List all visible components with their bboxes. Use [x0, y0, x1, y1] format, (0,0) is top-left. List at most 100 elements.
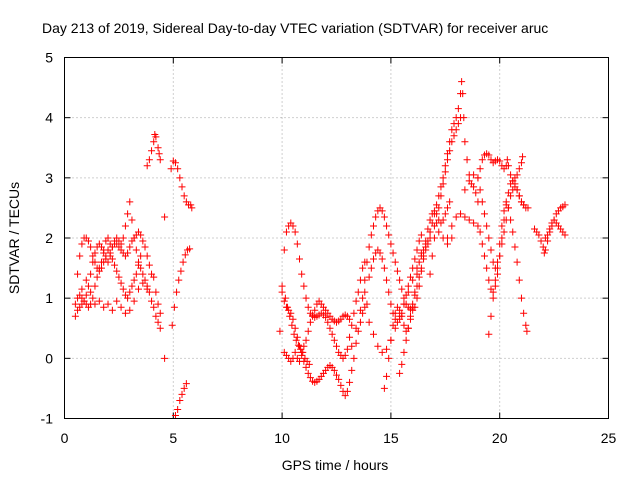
data-point [443, 234, 451, 242]
data-point [333, 371, 340, 379]
data-point [330, 336, 338, 344]
data-point [84, 282, 92, 290]
data-point [333, 342, 340, 350]
data-point [491, 282, 499, 290]
data-point [498, 234, 506, 242]
data-point [513, 171, 521, 179]
data-point [361, 288, 369, 296]
data-point [387, 240, 395, 248]
data-point [535, 231, 543, 239]
data-point [305, 360, 313, 368]
data-point [496, 252, 504, 260]
data-point [132, 270, 140, 278]
data-point [97, 243, 105, 251]
data-point [483, 222, 491, 230]
data-point [476, 165, 484, 173]
data-point [380, 213, 388, 221]
data-point [474, 174, 482, 182]
data-point [134, 261, 142, 269]
data-point [520, 309, 528, 317]
data-point [293, 240, 301, 248]
data-point [289, 222, 297, 230]
data-point [489, 288, 497, 296]
data-point [426, 270, 434, 278]
data-point [513, 186, 521, 194]
data-point [171, 411, 179, 419]
data-point [115, 273, 123, 281]
data-point [330, 366, 338, 374]
data-point [306, 374, 314, 382]
data-point [446, 198, 454, 206]
data-point [322, 313, 330, 321]
data-point [428, 252, 436, 260]
data-point [380, 384, 388, 392]
data-point [299, 348, 307, 356]
data-point [517, 159, 525, 167]
data-point [128, 216, 136, 224]
series-s13 [281, 294, 313, 368]
data-point [356, 318, 364, 326]
series-s25 [541, 216, 569, 242]
data-point [441, 168, 449, 176]
data-point [180, 192, 188, 200]
data-point [152, 312, 160, 320]
data-point [292, 336, 300, 344]
data-point [290, 330, 298, 338]
data-point [287, 309, 295, 317]
data-point [188, 204, 196, 212]
data-point [404, 282, 412, 290]
data-point [291, 324, 299, 332]
data-point [143, 162, 151, 170]
data-point [378, 255, 386, 263]
data-point [95, 297, 103, 305]
data-point [71, 300, 79, 308]
data-point [346, 333, 354, 341]
data-point [154, 300, 162, 308]
data-point [546, 225, 554, 233]
data-point [443, 204, 451, 212]
data-point [509, 228, 517, 236]
data-point [350, 309, 358, 317]
x-tick-label: 5 [169, 430, 177, 446]
data-point [82, 276, 90, 284]
data-point [448, 138, 456, 146]
data-point [385, 354, 393, 362]
data-point [152, 133, 160, 141]
data-point [487, 246, 495, 254]
x-tick-label: 15 [383, 430, 399, 446]
data-point [326, 324, 334, 332]
data-point [352, 297, 360, 305]
data-point [400, 348, 408, 356]
data-point [503, 156, 511, 164]
data-point [294, 341, 302, 349]
data-point [383, 345, 391, 353]
data-point [465, 177, 473, 185]
data-point [171, 159, 179, 167]
data-point [485, 151, 493, 159]
data-point [494, 258, 502, 266]
data-point [341, 392, 349, 400]
data-point [485, 276, 493, 284]
data-point [504, 162, 512, 170]
data-point [137, 252, 145, 260]
data-point [175, 276, 183, 284]
data-point [424, 237, 432, 245]
data-point [361, 276, 369, 284]
data-point [126, 288, 134, 296]
data-point [374, 342, 382, 350]
y-tick-label: 0 [45, 350, 53, 366]
data-point [324, 318, 332, 326]
data-point [154, 144, 162, 152]
data-point [385, 231, 393, 239]
data-point [454, 105, 462, 113]
data-point [108, 306, 116, 314]
data-point [143, 285, 151, 293]
data-point [396, 369, 404, 377]
data-point [302, 363, 310, 371]
data-point [393, 267, 401, 275]
series-s3 [74, 246, 145, 311]
data-point [496, 157, 504, 165]
data-point [296, 255, 304, 263]
data-point [343, 345, 351, 353]
data-point [420, 255, 428, 263]
